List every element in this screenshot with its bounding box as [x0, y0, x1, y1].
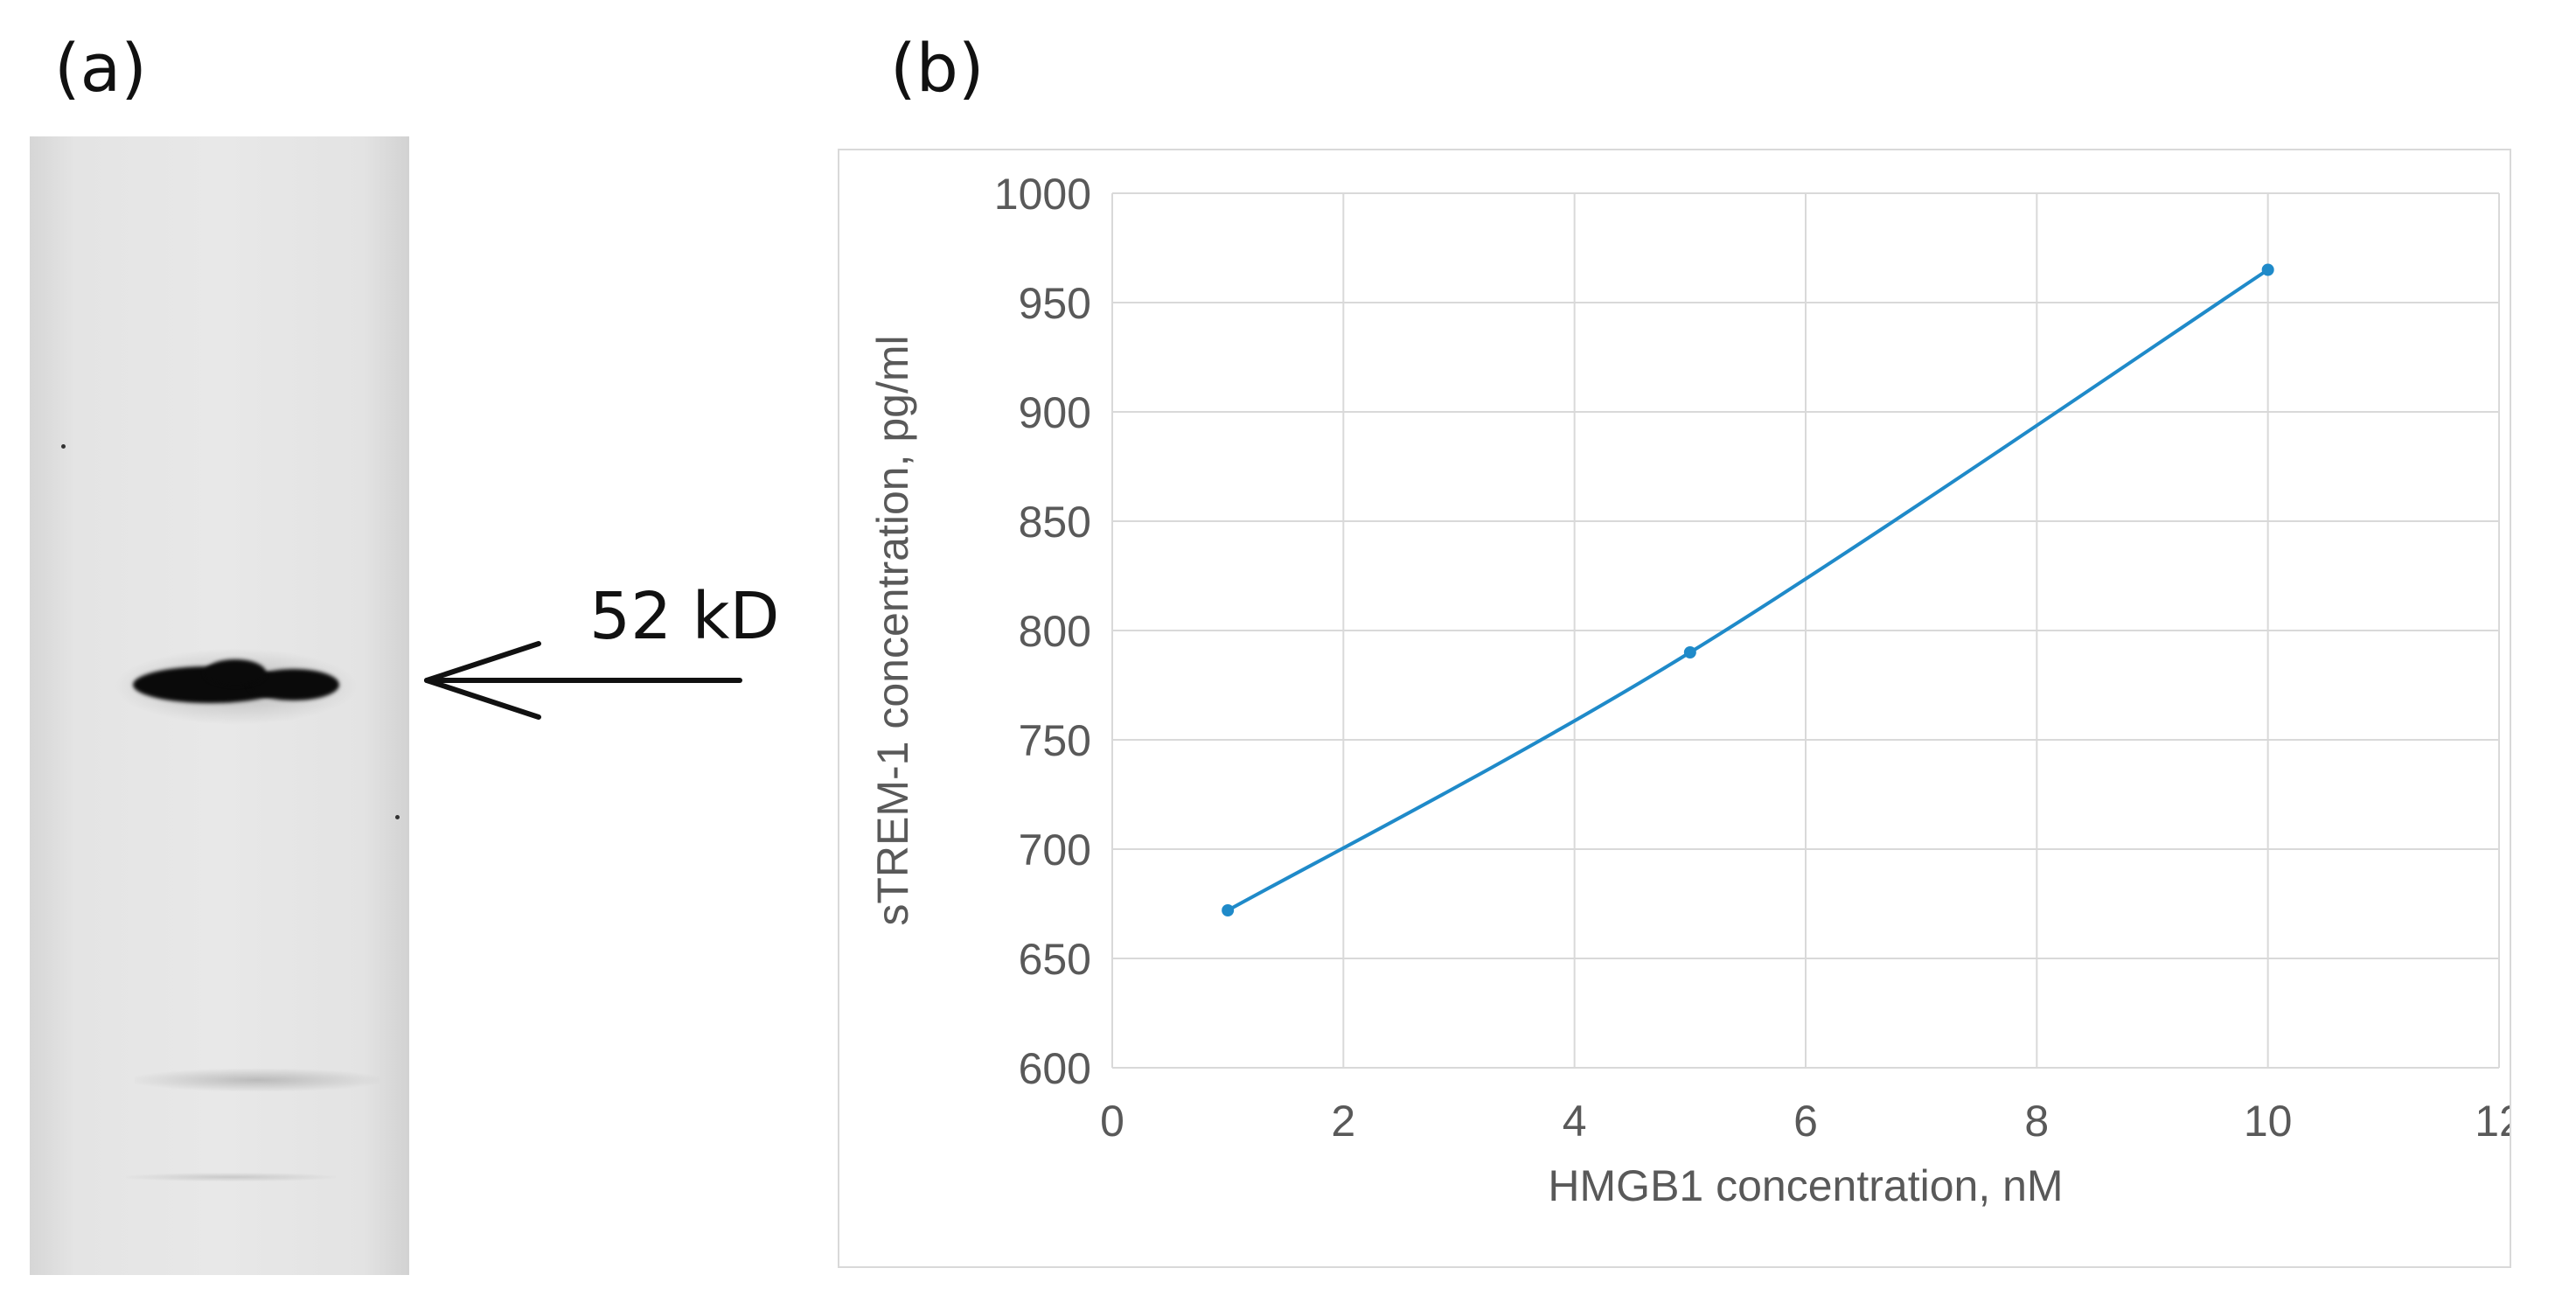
series-layer: [1222, 263, 2274, 916]
x-tick-label: 0: [1100, 1097, 1124, 1146]
marker-arrow-icon: [424, 641, 742, 720]
x-tick-label: 8: [2024, 1097, 2049, 1146]
y-tick-label: 750: [1019, 716, 1091, 765]
blot-speck: [61, 444, 66, 449]
y-tick-label: 650: [1019, 935, 1091, 984]
line-chart: 600 650 700 750 800 850 900 950 1000 0 2 4 6 8 10 12 HM…: [868, 170, 2510, 1210]
y-tick-label: 800: [1019, 607, 1091, 656]
marker-label: 52 kD: [589, 579, 780, 654]
y-tick-label: 850: [1019, 498, 1091, 547]
grid-layer: [1111, 192, 2500, 1069]
x-tick-label: 2: [1331, 1097, 1355, 1146]
y-tick-label: 900: [1019, 388, 1091, 437]
x-tick-label: 12: [2475, 1097, 2510, 1146]
y-axis-title: sTREM-1 concentration, pg/ml: [868, 335, 917, 925]
tick-layer: 600 650 700 750 800 850 900 950 1000 0 2 4 6 8 10 12: [994, 170, 2510, 1146]
y-tick-label: 600: [1019, 1044, 1091, 1093]
y-tick-label: 700: [1019, 826, 1091, 874]
data-point: [1683, 646, 1696, 658]
western-blot-image: [30, 136, 409, 1275]
x-tick-label: 6: [1793, 1097, 1818, 1146]
blot-band-faint: [135, 1069, 379, 1091]
blot-band-52kd-center: [205, 659, 266, 686]
panel-a-label: (a): [54, 29, 147, 107]
y-tick-label: 1000: [994, 170, 1091, 219]
x-tick-label: 4: [1563, 1097, 1587, 1146]
chart-frame: 600 650 700 750 800 850 900 950 1000 0 2 4 6 8 10 12 HM…: [838, 149, 2511, 1268]
data-point: [1222, 904, 1235, 916]
x-axis-title: HMGB1 concentration, nM: [1548, 1161, 2063, 1210]
panel-b-label: (b): [890, 29, 985, 107]
data-point: [2261, 263, 2274, 276]
blot-speck: [395, 815, 400, 819]
blot-band-faint-lower: [126, 1173, 336, 1181]
series-line: [1227, 268, 2269, 912]
y-tick-label: 950: [1019, 279, 1091, 328]
x-tick-label: 10: [2244, 1097, 2293, 1146]
